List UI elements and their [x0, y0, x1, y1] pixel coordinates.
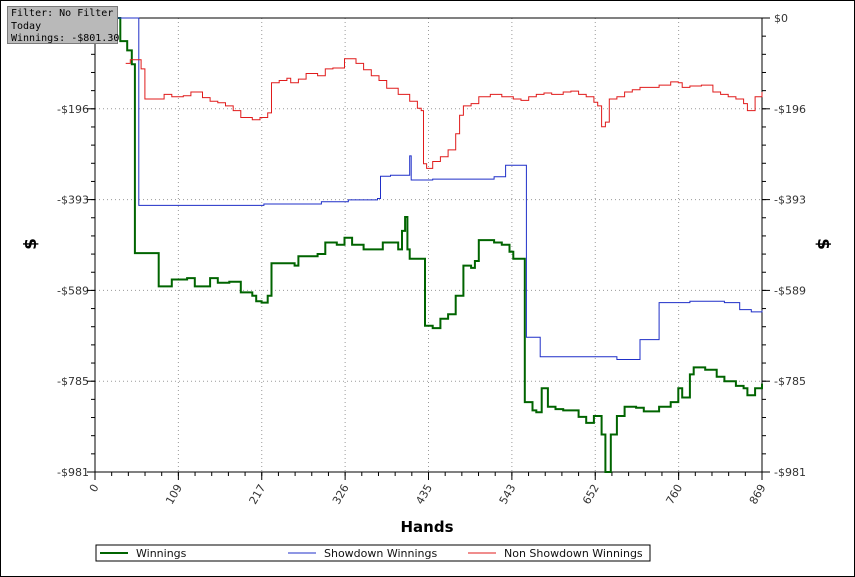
y-tick-label-right: -$785 — [774, 375, 806, 388]
legend-label-non-showdown-winnings: Non Showdown Winnings — [504, 547, 643, 560]
series-line-showdown-winnings — [95, 17, 763, 360]
filter-line: Filter: No Filter — [11, 8, 114, 19]
x-tick-label: 435 — [413, 482, 435, 507]
x-tick-label: 543 — [497, 482, 519, 507]
y-axis-title-left: $ — [21, 238, 41, 250]
y-tick-label-left: -$785 — [57, 375, 89, 388]
y-tick-label-left: -$393 — [57, 194, 89, 207]
y-tick-label-right: -$393 — [774, 194, 806, 207]
y-tick-label-right: -$981 — [774, 466, 806, 479]
x-tick-label: 652 — [580, 482, 602, 507]
y-tick-label-right: -$196 — [774, 103, 806, 116]
x-tick-label: 109 — [163, 482, 185, 507]
legend-label-showdown-winnings: Showdown Winnings — [324, 547, 438, 560]
series-line-non-showdown-winnings — [125, 58, 763, 169]
legend: Winnings Showdown Winnings Non Showdown Wi… — [95, 544, 651, 562]
series-layer — [95, 17, 763, 473]
y-tick-label-left: -$589 — [57, 284, 89, 297]
x-tick-label: 217 — [247, 482, 269, 507]
x-tick-label: 0 — [87, 482, 102, 495]
y-axis-title-right: $ — [813, 238, 833, 250]
grid-layer — [95, 18, 762, 472]
series-line-winnings — [118, 17, 763, 473]
x-axis-title: Hands — [400, 518, 453, 536]
x-tick-label: 869 — [747, 482, 769, 507]
x-tick-label: 760 — [663, 482, 685, 507]
legend-box — [95, 544, 651, 562]
y-tick-label-left: -$981 — [57, 466, 89, 479]
y-tick-label-right: $0 — [774, 12, 788, 25]
filter-info-box: Filter: No Filter Today Winnings: -$801.30 — [7, 6, 120, 44]
winnings-line: Winnings: -$801.30 — [11, 33, 120, 44]
period-line: Today — [11, 20, 42, 32]
x-tick-label: 326 — [330, 482, 352, 507]
legend-label-winnings: Winnings — [136, 547, 187, 560]
y-tick-label-right: -$589 — [774, 284, 806, 297]
y-tick-label-left: -$196 — [57, 103, 89, 116]
